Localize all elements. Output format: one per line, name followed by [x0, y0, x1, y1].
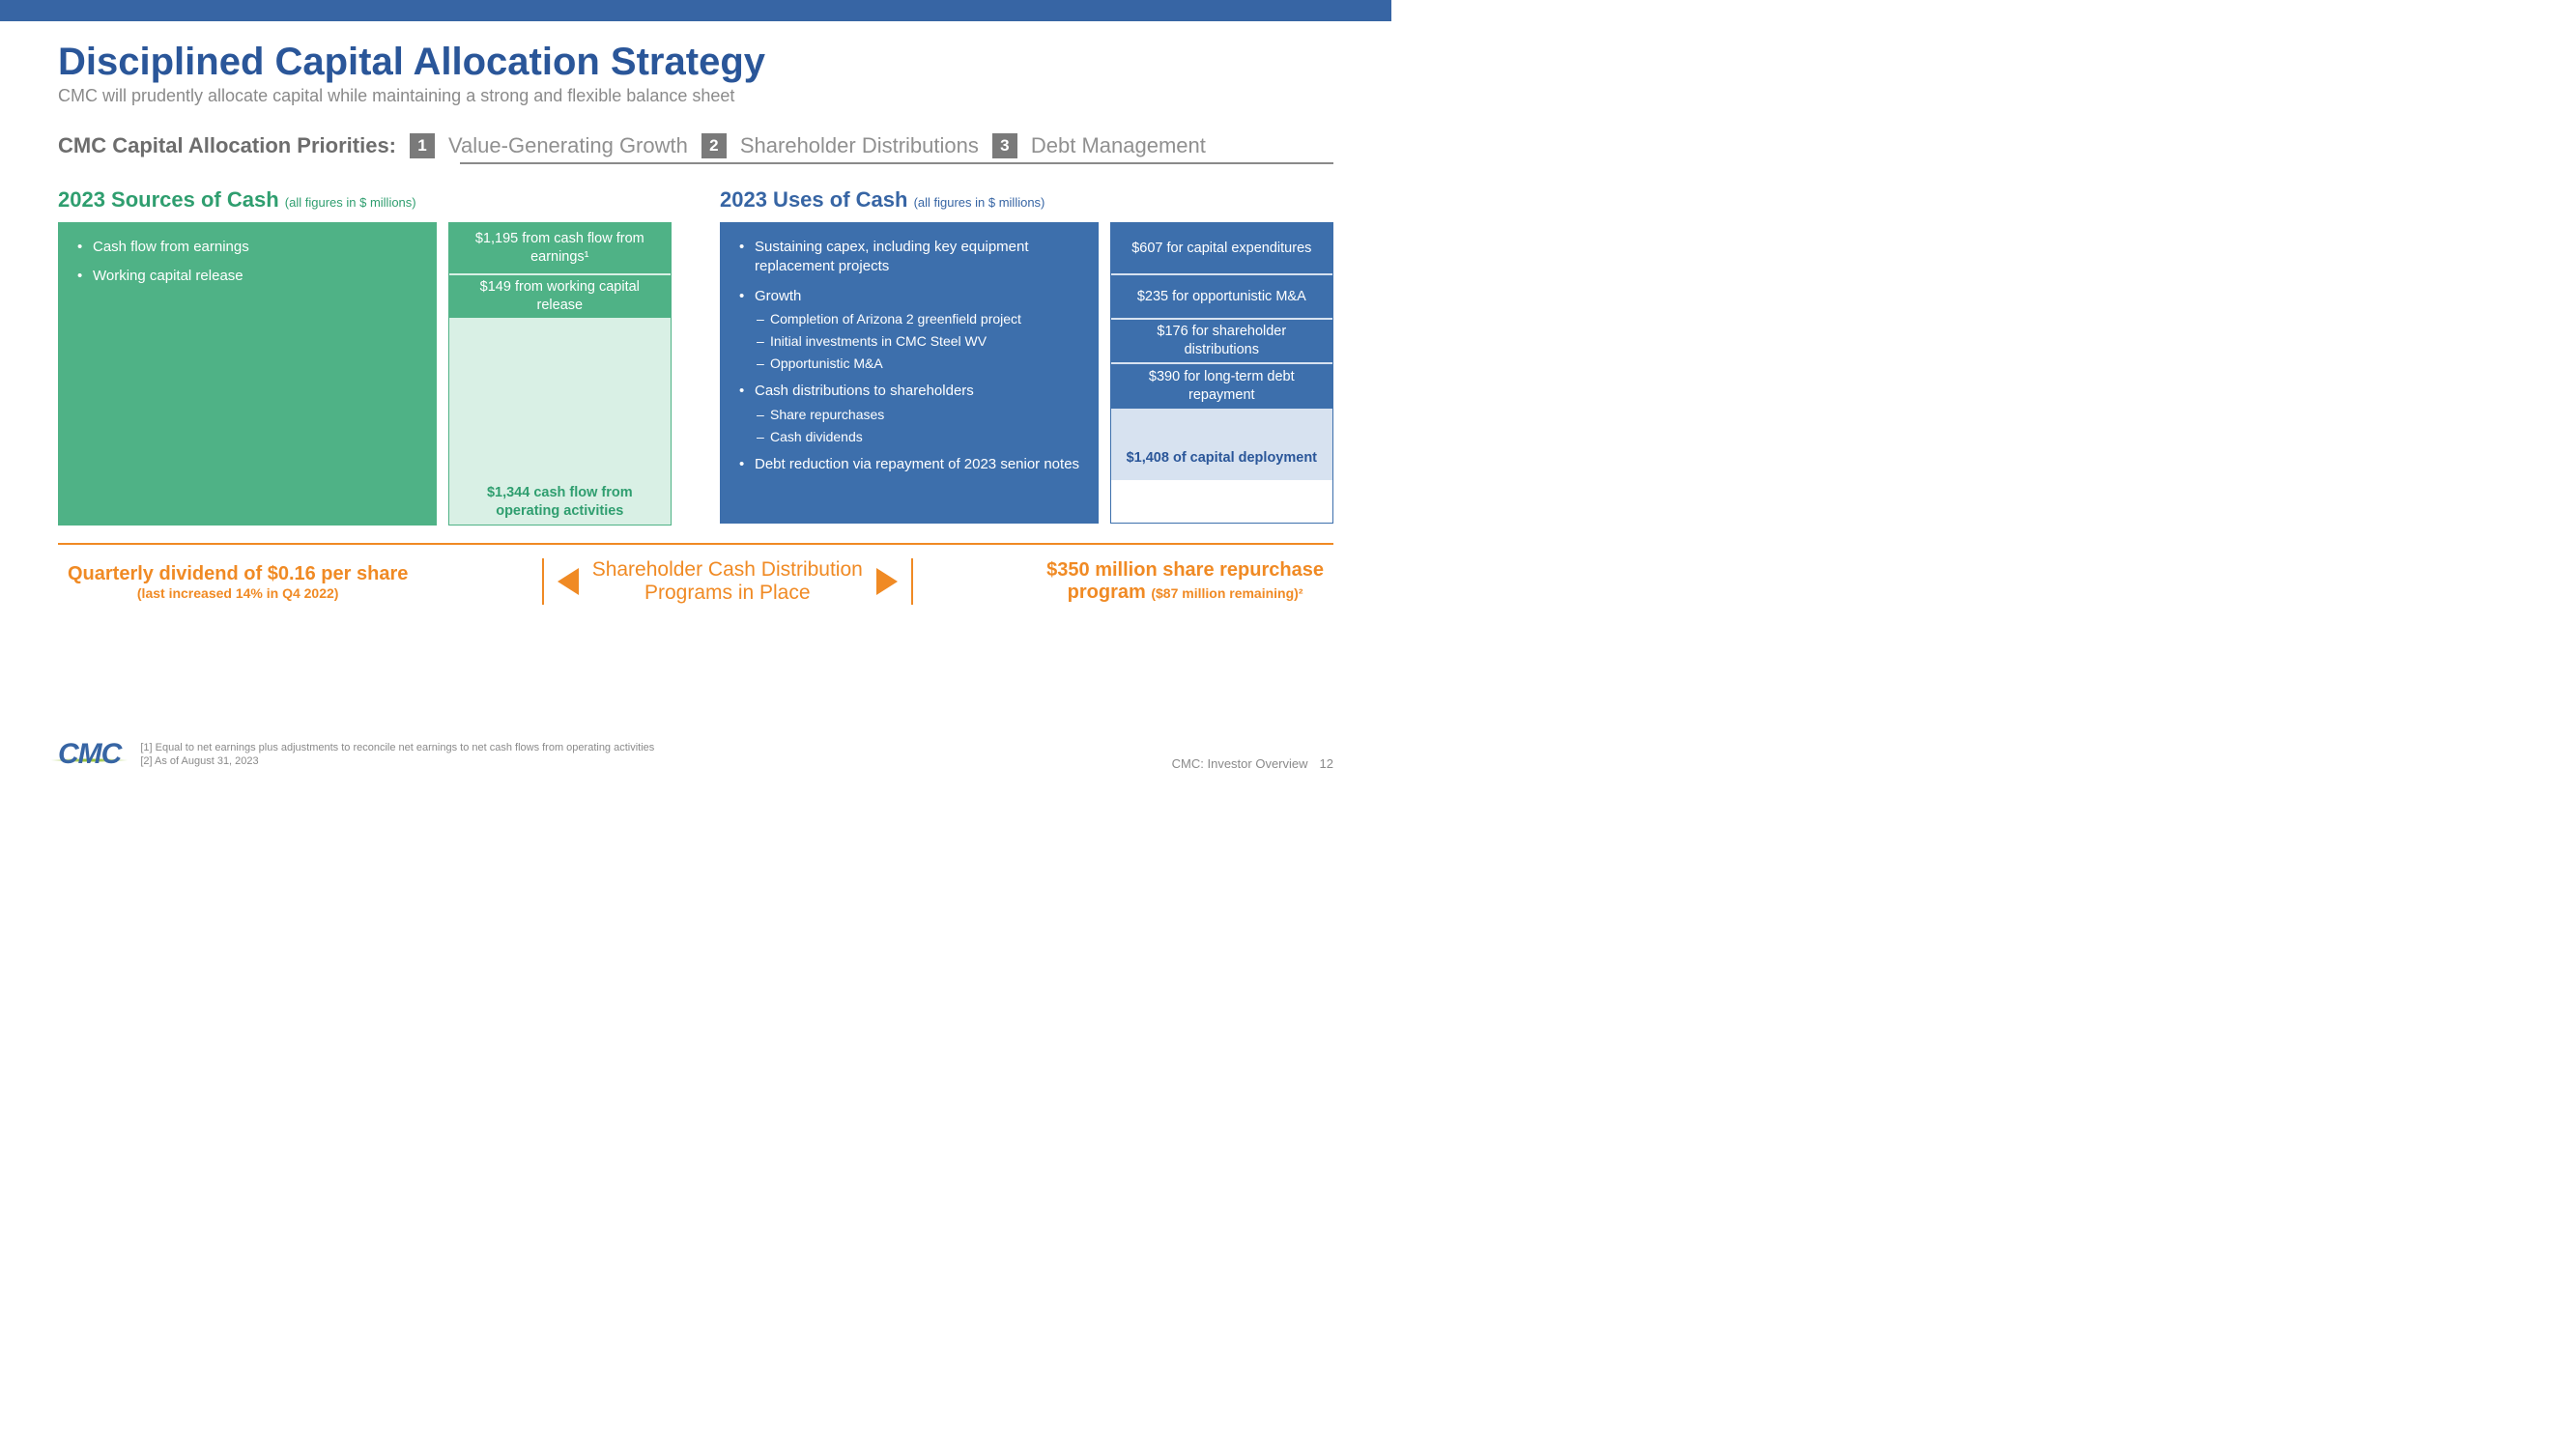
orange-bar-left	[542, 558, 544, 605]
stack-segment	[449, 318, 671, 480]
sources-bullet: Working capital release	[75, 267, 419, 286]
doc-name: CMC: Investor Overview	[1172, 756, 1308, 771]
sources-title-text: 2023 Sources of Cash	[58, 187, 279, 212]
repurchase-heading: $350 million share repurchase	[1046, 559, 1324, 582]
repurchase-sub: program ($87 million remaining)²	[1046, 582, 1324, 604]
priorities-underline	[460, 162, 1333, 164]
priority-text-3: Debt Management	[1031, 133, 1206, 158]
repurchase-sub-paren: ($87 million remaining)²	[1151, 585, 1302, 601]
center-callout: Shareholder Cash Distribution Programs i…	[542, 558, 913, 605]
uses-sub-bullet: Initial investments in CMC Steel WV	[755, 332, 1081, 351]
footnote-1: [1] Equal to net earnings plus adjustmen…	[140, 741, 654, 754]
sources-bullet: Cash flow from earnings	[75, 238, 419, 257]
priorities-row: CMC Capital Allocation Priorities: 1 Val…	[58, 133, 1333, 158]
sources-stack-chart: $1,195 from cash flow from earnings¹$149…	[448, 222, 672, 526]
slide-content: Disciplined Capital Allocation Strategy …	[0, 21, 1391, 605]
stack-total: $1,408 of capital deployment	[1111, 436, 1332, 480]
uses-sub-bullet: Opportunistic M&A	[755, 355, 1081, 373]
stack-segment: $1,195 from cash flow from earnings¹	[449, 223, 671, 275]
cmc-logo: CMC	[58, 738, 121, 771]
slide-footer: CMC [1] Equal to net earnings plus adjus…	[58, 738, 1333, 771]
arrow-right-icon	[876, 568, 898, 595]
priority-text-1: Value-Generating Growth	[448, 133, 688, 158]
uses-bullet: Debt reduction via repayment of 2023 sen…	[737, 455, 1081, 474]
priority-num-3: 3	[992, 133, 1017, 158]
arrow-left-icon	[558, 568, 579, 595]
footnotes: [1] Equal to net earnings plus adjustmen…	[140, 741, 654, 769]
uses-title-text: 2023 Uses of Cash	[720, 187, 907, 212]
stack-segment: $607 for capital expenditures	[1111, 223, 1332, 275]
priority-text-2: Shareholder Distributions	[740, 133, 979, 158]
center-line1: Shareholder Cash Distribution	[592, 558, 863, 582]
sources-panels: Cash flow from earnings Working capital …	[58, 222, 672, 526]
sources-column: 2023 Sources of Cash (all figures in $ m…	[58, 187, 672, 526]
uses-sub-bullet: Share repurchases	[755, 406, 1081, 424]
page-title: Disciplined Capital Allocation Strategy	[58, 41, 1333, 84]
stack-segment	[1111, 409, 1332, 436]
uses-panels: Sustaining capex, including key equipmen…	[720, 222, 1333, 524]
dividend-sub: (last increased 14% in Q4 2022)	[68, 585, 408, 601]
center-line2: Programs in Place	[592, 582, 863, 605]
uses-column: 2023 Uses of Cash (all figures in $ mill…	[720, 187, 1333, 526]
repurchase-callout: $350 million share repurchase program ($…	[1046, 559, 1324, 604]
two-column-layout: 2023 Sources of Cash (all figures in $ m…	[58, 187, 1333, 526]
sources-desc-box: Cash flow from earnings Working capital …	[58, 222, 437, 526]
page-subtitle: CMC will prudently allocate capital whil…	[58, 86, 1333, 106]
priorities-label: CMC Capital Allocation Priorities:	[58, 133, 396, 158]
dividend-callout: Quarterly dividend of $0.16 per share (l…	[68, 563, 408, 601]
stack-segment: $390 for long-term debt repayment	[1111, 364, 1332, 409]
uses-note: (all figures in $ millions)	[914, 195, 1045, 210]
sources-title: 2023 Sources of Cash (all figures in $ m…	[58, 187, 672, 213]
center-text: Shareholder Cash Distribution Programs i…	[592, 558, 863, 605]
dividend-heading: Quarterly dividend of $0.16 per share	[68, 563, 408, 585]
orange-divider	[58, 543, 1333, 545]
stack-segment: $235 for opportunistic M&A	[1111, 275, 1332, 320]
priority-num-1: 1	[410, 133, 435, 158]
footnote-2: [2] As of August 31, 2023	[140, 754, 654, 768]
uses-desc-box: Sustaining capex, including key equipmen…	[720, 222, 1099, 524]
sources-note: (all figures in $ millions)	[285, 195, 416, 210]
orange-bar-right	[911, 558, 913, 605]
priority-num-2: 2	[701, 133, 727, 158]
repurchase-sub-prefix: program	[1068, 582, 1146, 603]
footer-right: CMC: Investor Overview 12	[1172, 756, 1333, 771]
top-accent-bar	[0, 0, 1391, 21]
stack-segment: $149 from working capital release	[449, 275, 671, 318]
uses-sub-bullet: Completion of Arizona 2 greenfield proje…	[755, 310, 1081, 328]
bottom-callout-row: Quarterly dividend of $0.16 per share (l…	[58, 558, 1333, 605]
uses-bullet: Cash distributions to shareholdersShare …	[737, 382, 1081, 445]
uses-title: 2023 Uses of Cash (all figures in $ mill…	[720, 187, 1333, 213]
stack-segment: $176 for shareholder distributions	[1111, 320, 1332, 364]
stack-total: $1,344 cash flow from operating activiti…	[449, 480, 671, 525]
uses-sub-bullet: Cash dividends	[755, 428, 1081, 446]
footer-left: CMC [1] Equal to net earnings plus adjus…	[58, 738, 654, 771]
uses-bullet: GrowthCompletion of Arizona 2 greenfield…	[737, 287, 1081, 373]
uses-stack-chart: $607 for capital expenditures$235 for op…	[1110, 222, 1333, 524]
uses-bullet: Sustaining capex, including key equipmen…	[737, 238, 1081, 277]
page-number: 12	[1320, 756, 1333, 771]
